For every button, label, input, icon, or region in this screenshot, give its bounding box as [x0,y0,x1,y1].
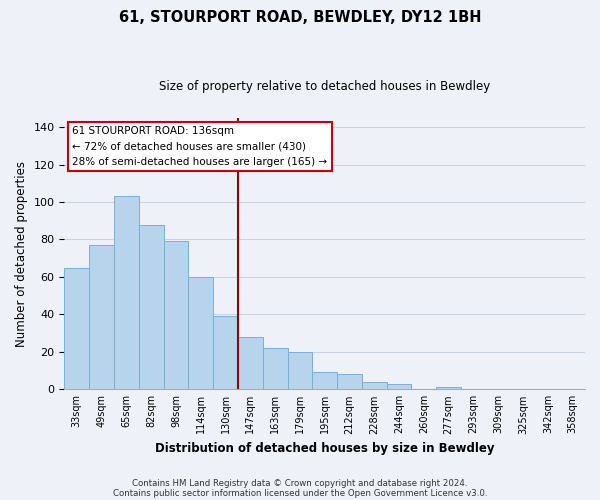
Y-axis label: Number of detached properties: Number of detached properties [15,160,28,346]
Bar [337,374,362,390]
Bar [188,277,213,390]
Bar [313,372,337,390]
Title: Size of property relative to detached houses in Bewdley: Size of property relative to detached ho… [159,80,490,93]
Bar [386,384,412,390]
Text: 61, STOURPORT ROAD, BEWDLEY, DY12 1BH: 61, STOURPORT ROAD, BEWDLEY, DY12 1BH [119,10,481,25]
Bar [238,337,263,390]
Bar [436,388,461,390]
X-axis label: Distribution of detached houses by size in Bewdley: Distribution of detached houses by size … [155,442,494,455]
Bar [164,242,188,390]
Bar [362,382,386,390]
Bar [114,196,139,390]
Text: 61 STOURPORT ROAD: 136sqm
← 72% of detached houses are smaller (430)
28% of semi: 61 STOURPORT ROAD: 136sqm ← 72% of detac… [72,126,328,167]
Bar [139,224,164,390]
Bar [263,348,287,390]
Text: Contains public sector information licensed under the Open Government Licence v3: Contains public sector information licen… [113,488,487,498]
Bar [89,245,114,390]
Bar [213,316,238,390]
Bar [64,268,89,390]
Text: Contains HM Land Registry data © Crown copyright and database right 2024.: Contains HM Land Registry data © Crown c… [132,478,468,488]
Bar [287,352,313,390]
